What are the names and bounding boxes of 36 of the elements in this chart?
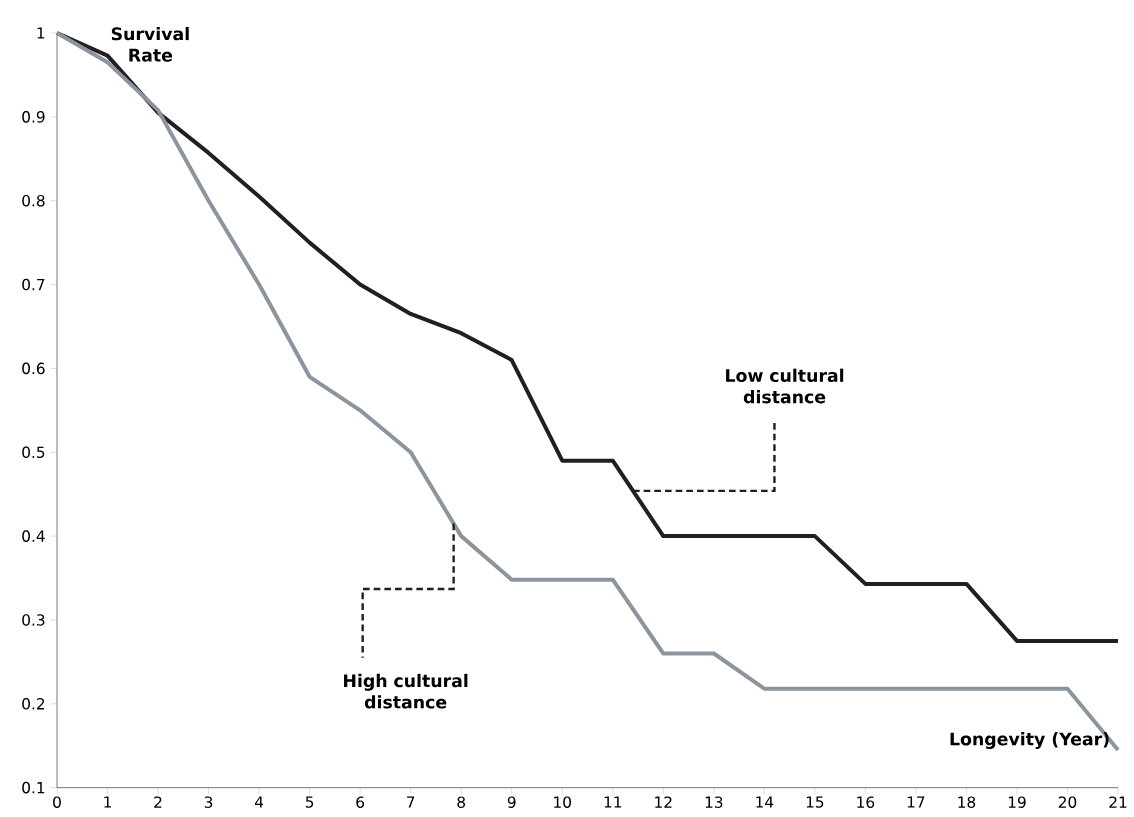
x-tick-label: 18 bbox=[958, 796, 976, 808]
y-tick-label: 0.9 bbox=[22, 111, 45, 123]
x-tick-label: 11 bbox=[604, 796, 622, 808]
y-tick-label: 0.7 bbox=[22, 278, 45, 291]
x-tick-label: 9 bbox=[507, 796, 516, 808]
y-tick-label: 0.1 bbox=[22, 781, 45, 794]
x-tick-label: 19 bbox=[1008, 796, 1026, 808]
x-tick-label: 0 bbox=[53, 796, 61, 808]
y-tick-label: 0.4 bbox=[22, 530, 45, 542]
x-tick-label: 2 bbox=[154, 796, 162, 808]
x-tick-label: 14 bbox=[756, 796, 774, 808]
y-tick-label: 0.3 bbox=[22, 614, 45, 626]
y-tick-label: 0.8 bbox=[22, 194, 45, 207]
x-tick-label: 16 bbox=[857, 796, 875, 808]
x-axis-title: Longevity (Year) bbox=[950, 732, 1109, 749]
x-tick-label: 20 bbox=[1058, 796, 1077, 808]
x-tick-label: 5 bbox=[305, 796, 314, 808]
y-tick-label: 1 bbox=[37, 27, 45, 39]
x-tick-label: 13 bbox=[705, 796, 723, 808]
x-tick-label: 10 bbox=[554, 796, 571, 808]
y-axis-title: Survival Rate bbox=[111, 26, 189, 62]
y-tick-label: 0.6 bbox=[22, 362, 45, 375]
annotation: Low cultural distance bbox=[726, 368, 844, 404]
x-tick-label: 12 bbox=[655, 796, 672, 808]
x-tick-label: 21 bbox=[1109, 796, 1127, 808]
x-tick-label: 17 bbox=[907, 796, 925, 808]
x-tick-label: 4 bbox=[254, 796, 264, 808]
x-tick-label: 7 bbox=[407, 796, 415, 808]
annotation: High cultural distance bbox=[344, 673, 468, 709]
x-tick-label: 3 bbox=[204, 796, 213, 808]
x-tick-label: 8 bbox=[457, 796, 466, 808]
x-tick-label: 1 bbox=[104, 796, 111, 808]
x-tick-label: 15 bbox=[806, 796, 824, 808]
x-tick-label: 6 bbox=[356, 796, 365, 808]
y-tick-label: 0.2 bbox=[22, 698, 45, 710]
y-tick-label: 0.5 bbox=[22, 446, 45, 459]
